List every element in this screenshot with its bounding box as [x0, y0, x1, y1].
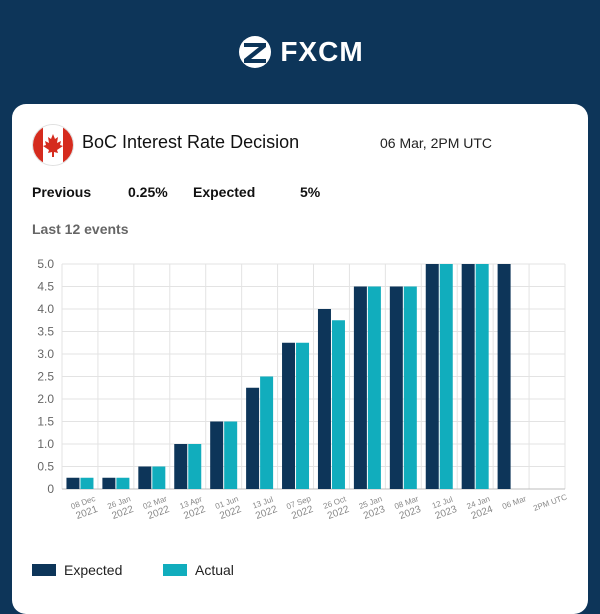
previous-label: Previous — [32, 184, 92, 200]
bar-actual-4 — [224, 421, 238, 489]
chart-legend: Expected Actual — [32, 562, 572, 582]
bar-actual-8 — [367, 286, 381, 489]
fxcm-logo-icon — [239, 36, 272, 68]
y-tick-label: 0.5 — [37, 460, 54, 474]
y-tick-label: 4.5 — [37, 280, 54, 294]
brand-header: FXCM — [0, 32, 600, 72]
bar-expected-4 — [210, 421, 224, 489]
expected-label: Expected — [193, 184, 256, 200]
legend-label-expected: Expected — [64, 562, 123, 578]
bar-expected-5 — [246, 387, 260, 489]
y-tick-label: 1.0 — [37, 437, 54, 451]
y-tick-label: 5.0 — [37, 257, 54, 271]
brand-name: FXCM — [280, 36, 364, 67]
y-tick-label: 0 — [47, 482, 54, 496]
bar-expected-9 — [389, 286, 403, 489]
legend-swatch-actual — [163, 564, 187, 576]
bar-actual-3 — [188, 444, 202, 489]
bar-actual-0 — [80, 477, 94, 489]
bar-expected-6 — [282, 342, 296, 489]
x-tick-date: 06 Mar — [501, 494, 528, 511]
y-tick-label: 2.5 — [37, 370, 54, 384]
y-tick-label: 1.5 — [37, 415, 54, 429]
legend-swatch-expected — [32, 564, 56, 576]
y-tick-label: 2.0 — [37, 392, 54, 406]
bar-expected-1 — [102, 477, 116, 489]
bar-actual-9 — [403, 286, 417, 489]
bar-actual-10 — [439, 264, 453, 489]
chart-subtitle: Last 12 events — [32, 221, 129, 237]
bar-expected-0 — [66, 477, 80, 489]
bar-expected-12 — [497, 264, 511, 489]
event-title: BoC Interest Rate Decision — [82, 132, 300, 152]
bar-expected-10 — [425, 264, 439, 489]
legend-item-actual: Actual — [163, 562, 234, 578]
bar-actual-11 — [475, 264, 489, 489]
bar-actual-2 — [152, 466, 166, 489]
y-tick-label: 4.0 — [37, 302, 54, 316]
x-tick-label: 2PM UTC — [532, 492, 568, 513]
bar-actual-1 — [116, 477, 130, 489]
bar-expected-7 — [317, 309, 331, 489]
event-card: BoC Interest Rate Decision 06 Mar, 2PM U… — [12, 104, 588, 614]
rate-history-chart: 0 0.5 1.0 1.5 2.0 2.5 3.0 3.5 4.0 4.5 5.0 08 Dec202… — [37, 257, 568, 522]
event-time: 06 Mar, 2PM UTC — [380, 135, 493, 151]
bar-actual-5 — [260, 376, 274, 489]
bar-actual-6 — [296, 342, 310, 489]
x-tick-date: 2PM UTC — [532, 492, 568, 513]
previous-value: 0.25% — [128, 184, 168, 200]
bar-expected-8 — [353, 286, 367, 489]
legend-item-expected: Expected — [32, 562, 122, 578]
y-tick-label: 3.0 — [37, 347, 54, 361]
canada-flag-icon — [32, 124, 74, 166]
bar-expected-3 — [174, 444, 188, 489]
bar-actual-7 — [331, 320, 345, 489]
event-stats: Previous 0.25% Expected 5% — [32, 184, 572, 204]
bar-expected-2 — [138, 466, 152, 489]
legend-label-actual: Actual — [195, 562, 234, 578]
y-tick-label: 3.5 — [37, 325, 54, 339]
bar-expected-11 — [461, 264, 475, 489]
x-tick-label: 06 Mar — [501, 494, 528, 511]
expected-value: 5% — [300, 184, 321, 200]
